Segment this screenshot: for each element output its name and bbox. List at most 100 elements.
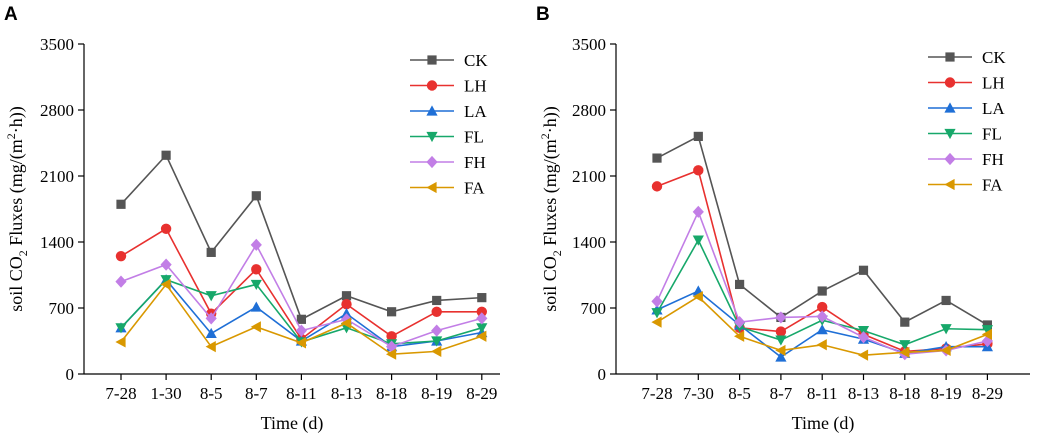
legend-marker-fl [426,131,438,143]
data-point-fh [250,238,262,251]
legend-label-lh: LH [982,74,1005,93]
y-axis-title: soil CO2 Fluxes (mg/(m2·h)) [4,106,30,312]
series-line-ck [120,153,482,321]
panel-label: B [536,4,550,25]
x-tick-label: 8-5 [200,384,223,403]
data-point-fa [340,317,352,329]
legend-label-fa: FA [982,176,1003,195]
data-point-fa [386,348,397,360]
x-axis-title: Time (d) [792,413,855,434]
data-point-fh [431,324,443,337]
legend-label-fh: FH [464,153,486,172]
legend-label-la: LA [982,99,1005,118]
panel-b: B 0 700 1400 2100 2800 3500 7-28 7-30 8-5 8-7 8-11… [536,4,1030,434]
x-tick-label: 8-7 [770,384,793,403]
legend-label-ck: CK [464,51,488,70]
data-point-fl [775,335,787,346]
y-tick-label: 1400 [40,233,74,252]
legend-label-fh: FH [982,150,1004,169]
legend-marker-fl [944,128,956,140]
data-point-lh [160,223,172,234]
data-point-lh [251,264,262,275]
y-tick-label: 2800 [40,101,74,120]
legend-marker-fa [426,181,437,194]
legend-marker-lh [944,77,956,88]
x-tick-label: 8-13 [848,384,879,403]
x-tick-label: 8-29 [972,384,1003,403]
y-tick-label: 700 [49,299,75,318]
legend-label-lh: LH [464,77,487,96]
y-tick-label: 700 [581,299,607,318]
data-point-lh [775,326,787,337]
data-point-fh [651,295,663,308]
x-axis-title: Time (d) [261,413,324,434]
data-point-fa [981,328,992,340]
x-tick-label: 8-18 [889,384,920,403]
data-point-ck [735,279,745,290]
data-point-fa [431,345,442,357]
data-point-la [775,351,787,362]
data-point-fh [386,340,398,353]
data-point-fl [160,275,172,286]
data-point-la [205,327,217,339]
data-point-ck [251,191,261,201]
y-tick-label: 3500 [40,35,74,54]
data-point-fl [692,235,704,246]
x-tick-label: 8-19 [931,384,962,403]
y-tick-label: 2800 [572,101,606,120]
data-point-fh [775,311,787,324]
data-point-ck [900,317,910,327]
x-tick-label: 8-11 [807,384,838,403]
data-point-fa [775,344,786,357]
data-point-la [340,308,353,319]
panel-a: A 0 700 1400 2100 2800 3500 7-28 1-30 8-5 8-7 8-11… [4,4,500,434]
legend-marker-ck [427,55,437,65]
data-point-fa [295,337,306,349]
y-tick-label: 2100 [40,167,74,186]
legend-label-ck: CK [982,48,1006,67]
data-point-fh [734,316,746,329]
data-point-fa [250,321,261,333]
data-point-la [250,301,262,312]
data-point-fl [899,340,911,351]
legend-marker-ck [945,52,955,62]
data-point-lh [693,165,704,176]
data-point-fh [295,324,307,337]
data-point-ck [941,295,951,306]
data-point-fa [160,278,171,291]
data-point-fa [476,330,487,342]
data-point-lh [431,306,442,317]
data-point-ck [116,199,126,209]
x-tick-label: 8-11 [286,384,317,403]
legend-marker-fh [426,155,438,169]
legend-marker-la [944,102,956,113]
plot-area: 0 700 1400 2100 2800 3500 7-28 7-30 8-5 8-7 8-11 8-… [538,35,1030,434]
x-tick-label: 7-28 [105,384,136,403]
data-point-fa [692,291,703,303]
panel-label: A [4,4,18,25]
x-tick-label: 8-19 [421,384,452,403]
data-point-fa [816,339,827,351]
data-point-ck [817,286,827,296]
data-point-fl [115,323,127,334]
data-point-ck [387,307,397,317]
x-tick-label: 8-29 [466,384,497,403]
x-tick-label: 8-18 [376,384,407,403]
y-tick-label: 2100 [572,167,606,186]
y-axis-title: soil CO2 Fluxes (mg/(m2·h)) [538,106,564,312]
data-point-fl [981,325,993,336]
data-point-fa [115,336,126,348]
data-point-fl [940,324,952,335]
data-point-lh [341,299,352,310]
data-point-ck [161,150,171,160]
data-point-fh [115,275,127,288]
y-tick-label: 3500 [572,35,606,54]
legend-marker-la [426,105,438,116]
data-point-ck [477,293,487,303]
data-point-lh [476,306,487,317]
data-point-ck [652,153,662,163]
y-tick-label: 0 [598,365,607,384]
data-point-lh [386,331,397,342]
data-point-fl [205,291,217,302]
